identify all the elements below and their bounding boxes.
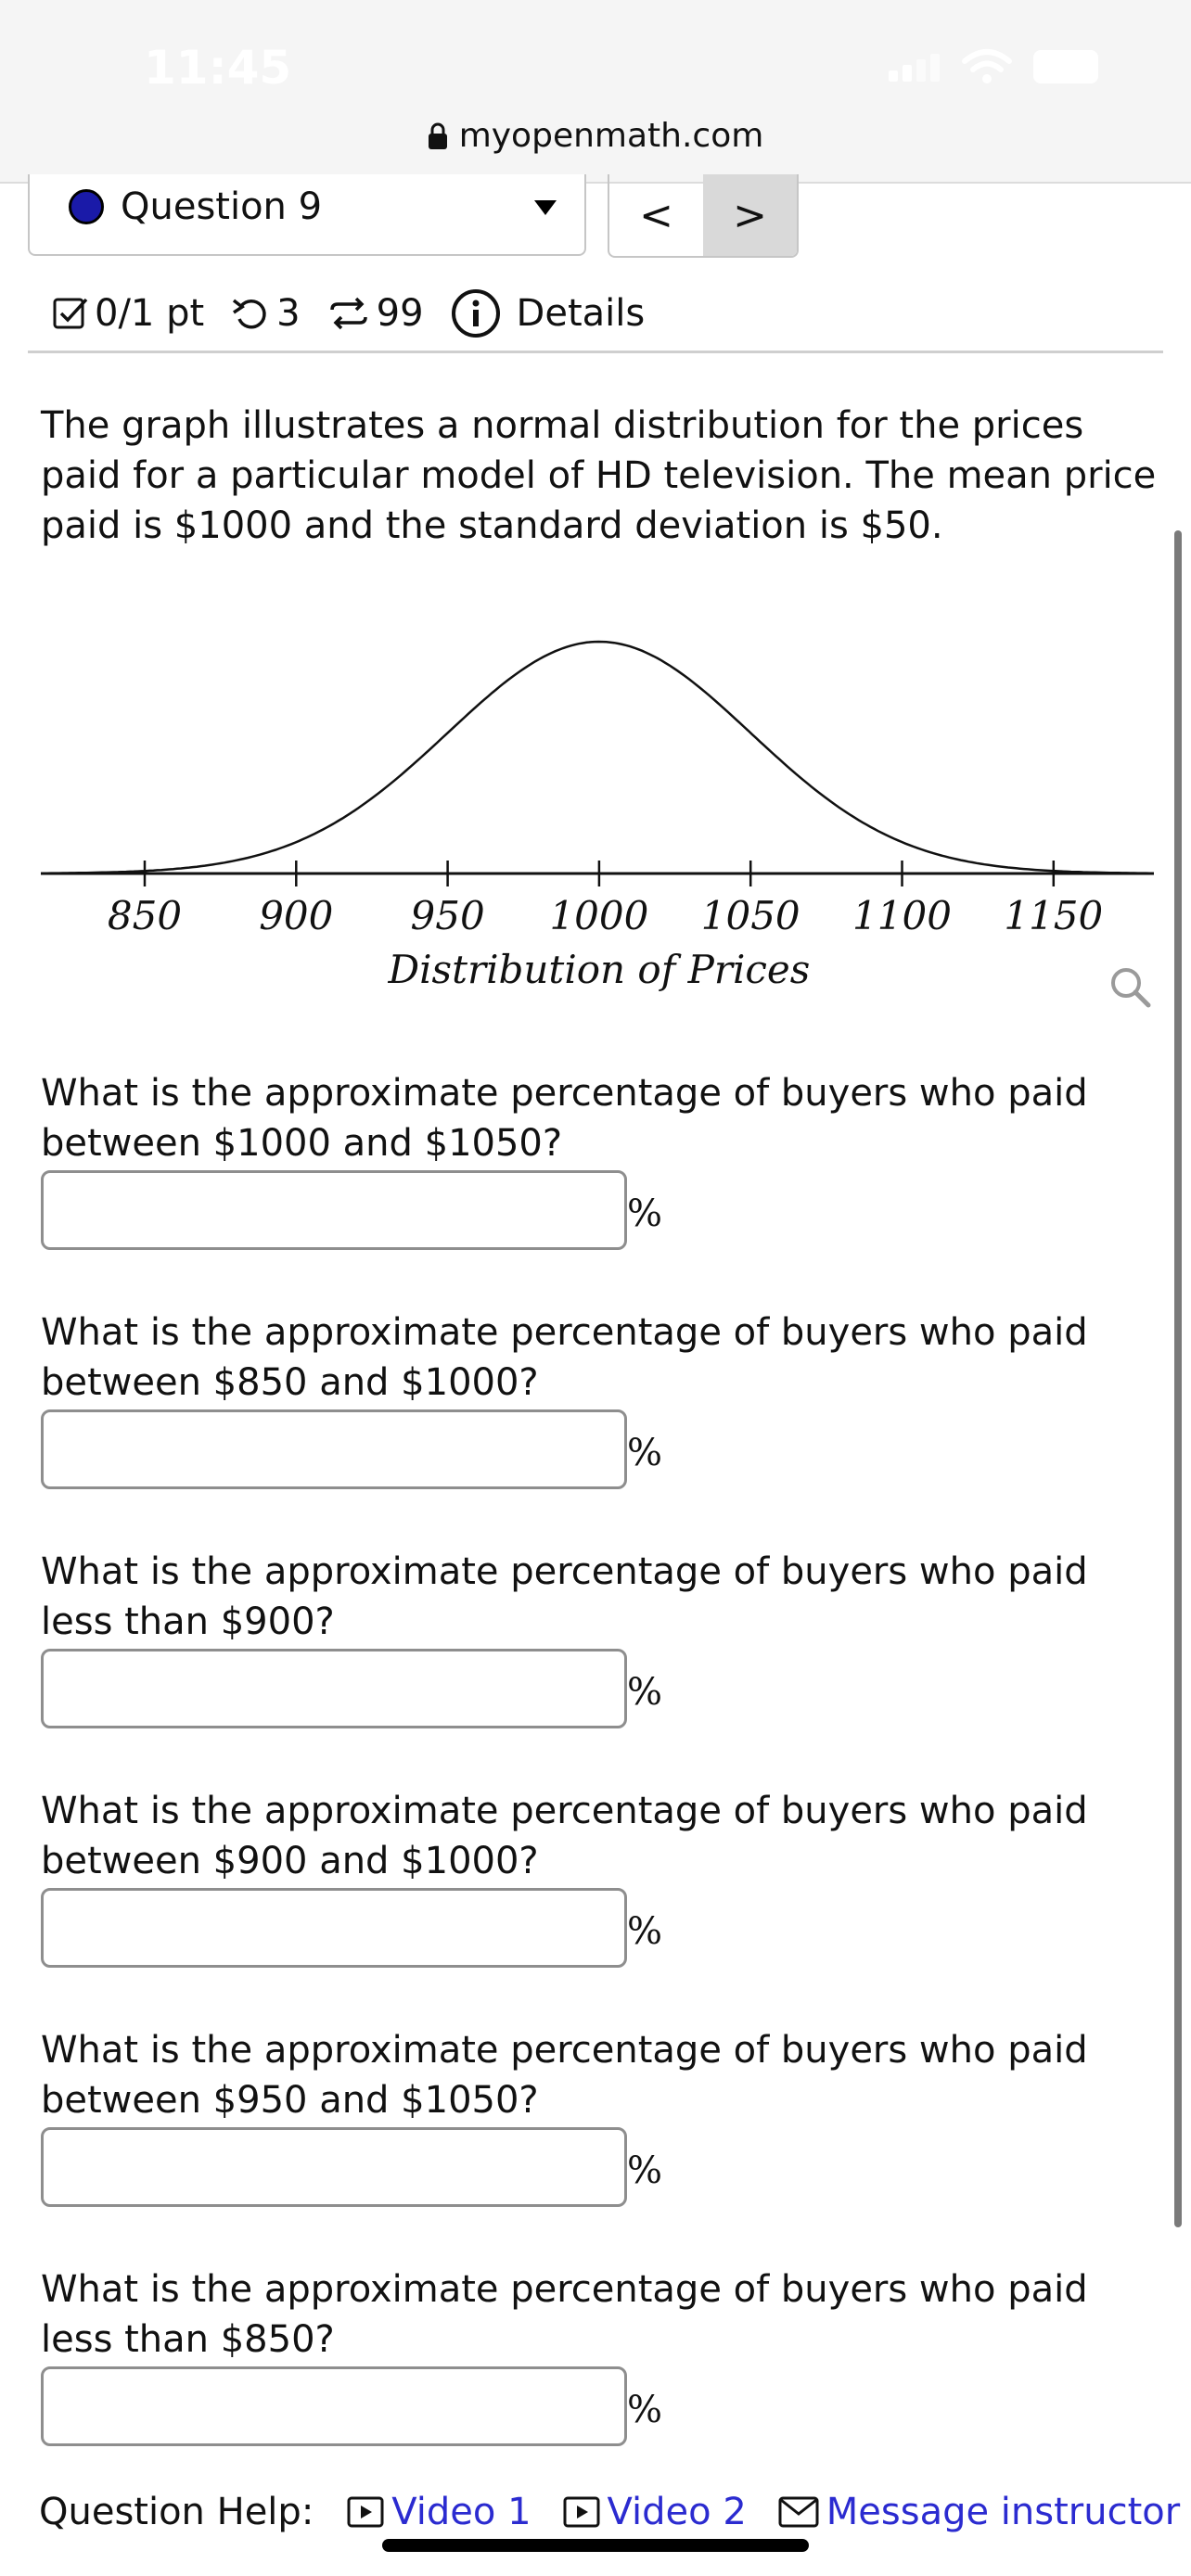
message-instructor-label: Message instructor bbox=[826, 2491, 1181, 2533]
question-5-text: What is the approximate percentage of bu… bbox=[41, 2029, 1088, 2122]
scrollbar[interactable] bbox=[1174, 530, 1182, 2227]
message-instructor-link[interactable]: Message instructor bbox=[778, 2491, 1180, 2533]
status-bar: 11:45 myopenmath.com bbox=[0, 0, 1191, 184]
question-2-text: What is the approximate percentage of bu… bbox=[41, 1311, 1088, 1404]
x-tick-label-1000: 1000 bbox=[549, 893, 648, 938]
x-tick-label-1050: 1050 bbox=[701, 893, 800, 938]
answer-input-6[interactable] bbox=[41, 2366, 627, 2446]
question-6-text: What is the approximate percentage of bu… bbox=[41, 2268, 1088, 2361]
question-3-text: What is the approximate percentage of bu… bbox=[41, 1550, 1088, 1643]
system-icons bbox=[889, 48, 1098, 85]
answer-input-2[interactable] bbox=[41, 1409, 627, 1489]
answer-input-5[interactable] bbox=[41, 2127, 627, 2207]
question-4-text: What is the approximate percentage of bu… bbox=[41, 1790, 1088, 1882]
x-tick-label-850: 850 bbox=[108, 893, 182, 938]
x-tick-label-1100: 1100 bbox=[852, 893, 952, 938]
url-bar[interactable]: myopenmath.com bbox=[0, 117, 1191, 155]
retries-count: 3 bbox=[276, 292, 301, 335]
percent-label-5: % bbox=[627, 2149, 663, 2192]
x-tick-label-900: 900 bbox=[259, 893, 333, 938]
question-prompt: The graph illustrates a normal distribut… bbox=[41, 404, 1157, 547]
answer-input-3[interactable] bbox=[41, 1649, 627, 1728]
caret-down-icon bbox=[534, 200, 557, 215]
zoom-icon[interactable] bbox=[1108, 964, 1154, 1014]
checkbox-icon bbox=[53, 298, 88, 329]
answer-input-1[interactable] bbox=[41, 1170, 627, 1250]
normal-curve bbox=[41, 640, 1154, 874]
battery-icon bbox=[1033, 50, 1098, 83]
url-text: myopenmath.com bbox=[458, 117, 764, 155]
retry-icon bbox=[233, 299, 266, 329]
video-icon bbox=[563, 2496, 600, 2528]
prev-question-button[interactable]: < bbox=[639, 191, 673, 239]
attempts-icon bbox=[329, 297, 367, 330]
question-help-label: Question Help: bbox=[39, 2491, 314, 2533]
home-indicator bbox=[382, 2539, 809, 2552]
wifi-icon bbox=[962, 49, 1012, 83]
answer-input-4[interactable] bbox=[41, 1888, 627, 1968]
question-meta: 0/1 pt 3 99 Details bbox=[52, 287, 645, 339]
video-1-link[interactable]: Video 1 bbox=[347, 2491, 531, 2533]
question-status-dot bbox=[69, 189, 104, 224]
percent-label-3: % bbox=[627, 1671, 663, 1714]
question-select[interactable]: Question 9 bbox=[28, 174, 586, 256]
x-tick-label-1150: 1150 bbox=[1004, 893, 1103, 938]
question-help: Question Help: Video 1 Video 2 Message i… bbox=[39, 2491, 1180, 2533]
mail-icon bbox=[778, 2496, 819, 2528]
normal-distribution-chart: 850 900 950 1000 1050 1100 1150 Distribution of… bbox=[41, 640, 1154, 992]
percent-label-4: % bbox=[627, 1910, 663, 1953]
divider bbox=[28, 351, 1163, 353]
x-tick-label-950: 950 bbox=[411, 893, 485, 938]
signal-icon bbox=[889, 52, 941, 82]
video-2-link[interactable]: Video 2 bbox=[563, 2491, 747, 2533]
percent-label-2: % bbox=[627, 1432, 663, 1474]
video-2-label: Video 2 bbox=[607, 2491, 747, 2533]
next-question-button[interactable]: > bbox=[703, 174, 797, 256]
question-nav: < > bbox=[608, 174, 799, 258]
score-text: 0/1 pt bbox=[95, 292, 205, 335]
info-icon[interactable] bbox=[450, 287, 502, 339]
video-icon bbox=[347, 2496, 384, 2528]
question-select-label: Question 9 bbox=[121, 185, 323, 228]
attempts-count: 99 bbox=[376, 292, 424, 335]
question-1-text: What is the approximate percentage of bu… bbox=[41, 1072, 1088, 1165]
details-link[interactable]: Details bbox=[516, 292, 646, 335]
percent-label-6: % bbox=[627, 2389, 663, 2431]
video-1-label: Video 1 bbox=[391, 2491, 531, 2533]
clock: 11:45 bbox=[144, 41, 292, 95]
percent-label-1: % bbox=[627, 1192, 663, 1235]
lock-icon bbox=[428, 122, 447, 149]
x-axis-label: Distribution of Prices bbox=[387, 947, 810, 992]
